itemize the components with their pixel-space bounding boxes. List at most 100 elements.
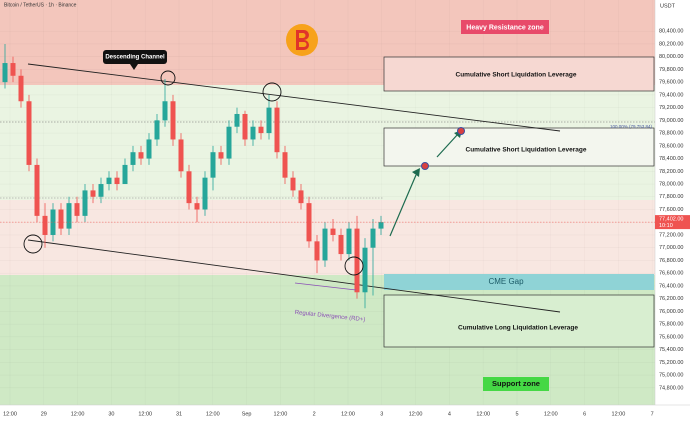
- y-tick-label: 75,000.00: [659, 373, 683, 379]
- y-tick-label: 77,800.00: [659, 194, 683, 200]
- candle-body: [154, 120, 160, 140]
- y-tick-label: 76,000.00: [659, 309, 683, 315]
- x-tick-label: 7: [651, 411, 654, 417]
- marker: [421, 162, 429, 170]
- candle-body: [2, 63, 8, 83]
- y-tick-label: 75,600.00: [659, 334, 683, 340]
- y-tick-label: 76,800.00: [659, 258, 683, 264]
- resistance-label-bg: [461, 20, 549, 34]
- y-tick-label: 76,600.00: [659, 271, 683, 277]
- candle-body: [130, 152, 136, 165]
- logo-mark: [296, 30, 309, 50]
- candle-body: [266, 107, 272, 134]
- annotation: Cumulative Short Liquidation Leverage: [466, 147, 587, 154]
- y-tick-label: 77,600.00: [659, 207, 683, 213]
- y-tick-label: 76,400.00: [659, 283, 683, 289]
- candle-body: [170, 101, 176, 140]
- y-tick-label: 79,000.00: [659, 118, 683, 124]
- x-tick-label: 12:00: [3, 411, 17, 417]
- y-tick-label: 78,400.00: [659, 156, 683, 162]
- candle-body: [178, 139, 184, 172]
- y-tick-label: 79,800.00: [659, 67, 683, 73]
- x-tick-label: 29: [41, 411, 47, 417]
- candle-body: [10, 63, 16, 76]
- candle-body: [378, 222, 384, 229]
- candle-body: [162, 101, 168, 121]
- short-liq-box: [383, 56, 655, 92]
- candle-body: [42, 215, 48, 235]
- x-tick-label: 12:00: [274, 411, 288, 417]
- y-tick-label: 80,400.00: [659, 29, 683, 35]
- time-axis: [0, 405, 655, 422]
- y-tick-label: 78,200.00: [659, 169, 683, 175]
- x-tick-label: 31: [176, 411, 182, 417]
- candle-body: [330, 228, 336, 235]
- price-axis: [655, 0, 690, 422]
- x-tick-label: 12:00: [138, 411, 152, 417]
- pivot-circle: [23, 234, 43, 254]
- arrow: [436, 133, 459, 158]
- y-tick-label: 78,600.00: [659, 143, 683, 149]
- candle-body: [66, 203, 72, 229]
- candle-body: [290, 177, 296, 191]
- chart-title: Bitcoin / TetherUS · 1h · Binance: [4, 2, 77, 8]
- pivot-circle: [160, 70, 176, 86]
- candle-body: [18, 75, 24, 102]
- countdown: 10:10: [659, 223, 673, 229]
- candle-body: [242, 113, 248, 140]
- candle-body: [218, 152, 224, 159]
- x-tick-label: 12:00: [476, 411, 490, 417]
- y-tick-label: 79,400.00: [659, 92, 683, 98]
- x-tick-label: 5: [515, 411, 518, 417]
- x-tick-label: 12:00: [206, 411, 220, 417]
- annotation: Support zone: [492, 379, 540, 388]
- y-tick-label: 80,000.00: [659, 54, 683, 60]
- last-price-bg: [655, 215, 690, 230]
- candle-body: [274, 107, 280, 153]
- x-tick-label: 12:00: [612, 411, 626, 417]
- y-tick-label: 74,800.00: [659, 385, 683, 391]
- y-tick-label: 75,400.00: [659, 347, 683, 353]
- candle-body: [82, 190, 88, 216]
- candle-body: [226, 126, 232, 159]
- annotation: Heavy Resistance zone: [466, 24, 544, 31]
- long-liq-box: [383, 294, 655, 348]
- annotation: Descending Channel: [105, 55, 165, 61]
- x-tick-label: Sep: [242, 411, 252, 417]
- candle-body: [370, 228, 376, 248]
- channel-top: [27, 63, 561, 132]
- x-tick-label: 2: [313, 411, 316, 417]
- candle-body: [362, 247, 368, 293]
- channel-bottom: [27, 239, 561, 313]
- y-tick-label: 79,600.00: [659, 80, 683, 86]
- y-tick-label: 75,800.00: [659, 322, 683, 328]
- x-tick-label: 4: [448, 411, 451, 417]
- candle-body: [186, 171, 192, 204]
- marker: [457, 127, 465, 135]
- candle-body: [34, 164, 40, 216]
- candle-body: [250, 126, 256, 140]
- candle-body: [114, 177, 120, 185]
- candle-body: [106, 177, 112, 185]
- support-label-bg: [483, 377, 549, 391]
- axis-unit: USDT: [660, 3, 676, 9]
- y-tick-label: 77,000.00: [659, 245, 683, 251]
- arrow: [389, 174, 417, 237]
- candle-body: [258, 126, 264, 134]
- annotation: Cumulative Short Liquidation Leverage: [456, 72, 577, 79]
- candle-body: [194, 203, 200, 210]
- candle-body: [74, 203, 80, 216]
- last-price-label: 77,402.00: [659, 217, 683, 223]
- y-tick-label: 78,800.00: [659, 131, 683, 137]
- candle-body: [50, 209, 56, 235]
- candle-body: [138, 152, 144, 159]
- candle-body: [146, 139, 152, 159]
- y-tick-label: 77,200.00: [659, 232, 683, 238]
- pivot-circle: [262, 82, 282, 102]
- candles: [2, 43, 384, 309]
- x-tick-label: 12:00: [71, 411, 85, 417]
- candle-body: [122, 164, 128, 185]
- x-tick-label: 12:00: [544, 411, 558, 417]
- candle-body: [234, 113, 240, 127]
- y-tick-label: 78,000.00: [659, 181, 683, 187]
